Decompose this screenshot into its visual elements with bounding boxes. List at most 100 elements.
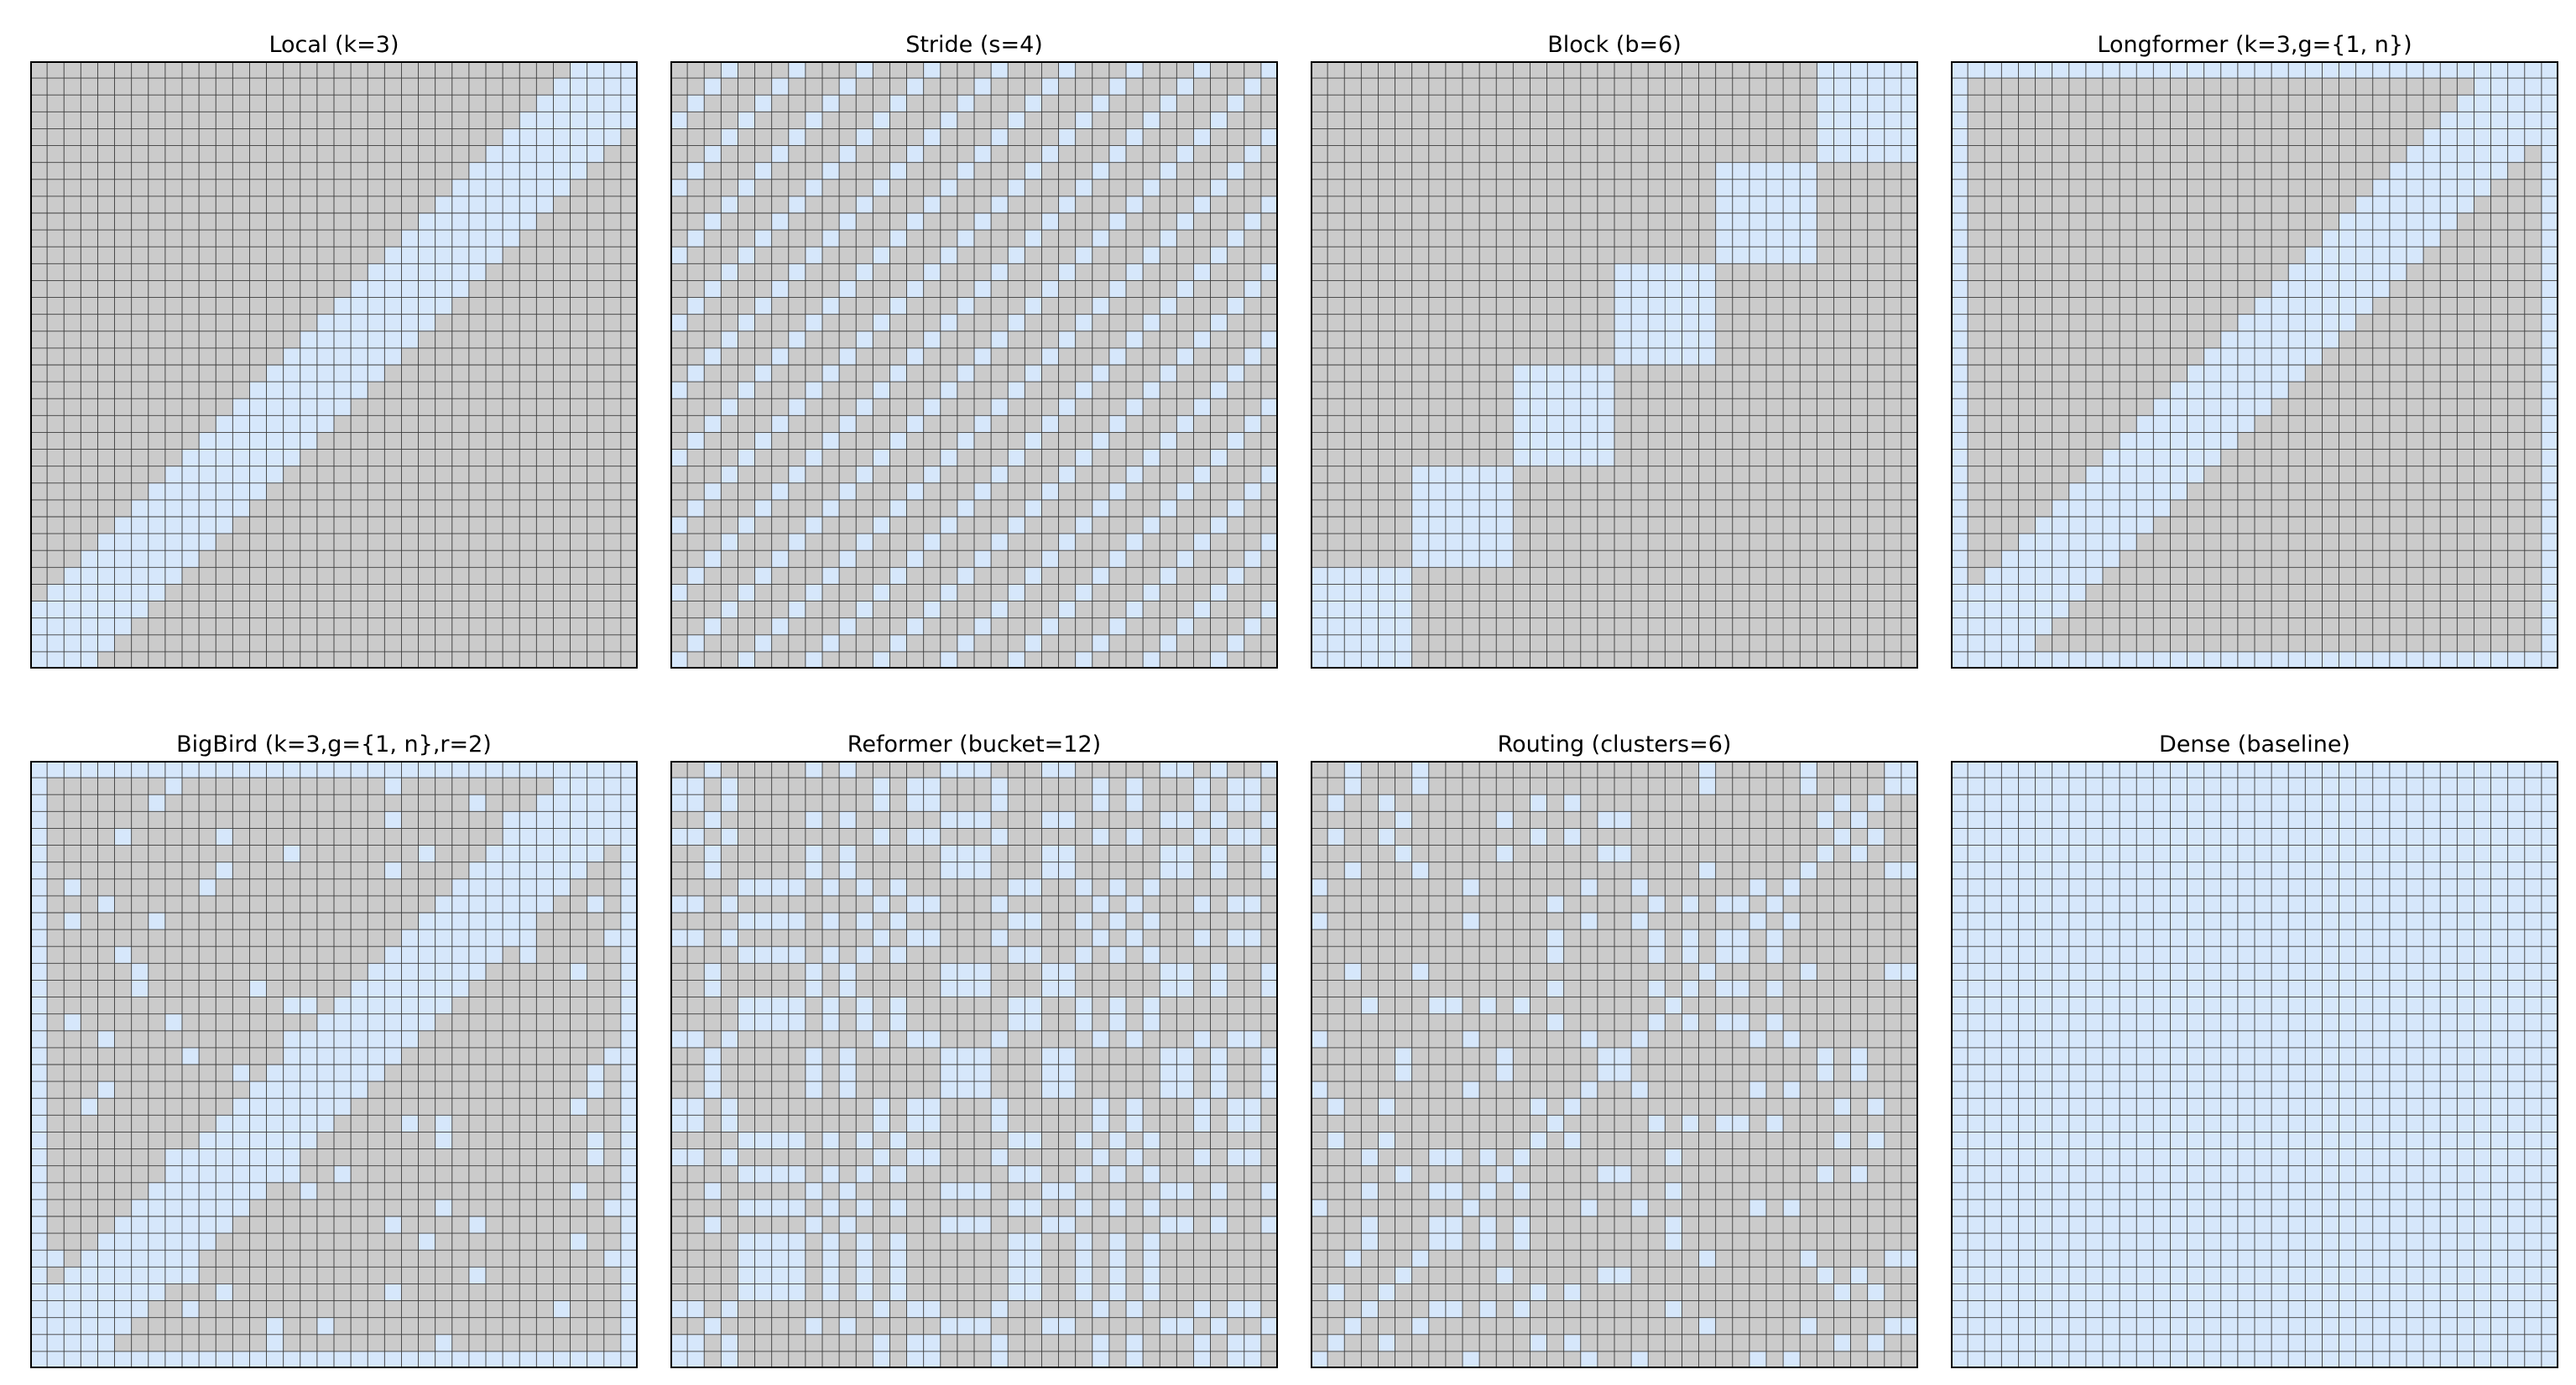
attend-cell xyxy=(1698,347,1716,366)
masked-cell xyxy=(1327,499,1345,518)
masked-cell xyxy=(2524,213,2542,231)
masked-cell xyxy=(216,195,233,214)
masked-cell xyxy=(199,398,216,416)
masked-cell xyxy=(249,145,267,163)
masked-cell xyxy=(1698,415,1716,433)
masked-cell xyxy=(2271,179,2289,197)
attend-cell xyxy=(1108,213,1127,231)
attend-cell xyxy=(1126,263,1144,281)
attend-cell xyxy=(1193,61,1211,79)
masked-cell xyxy=(1108,195,1127,214)
masked-cell xyxy=(1867,331,1885,349)
masked-cell xyxy=(1311,213,1328,231)
masked-cell xyxy=(856,499,873,518)
masked-cell xyxy=(2440,297,2458,315)
masked-cell xyxy=(620,534,638,551)
masked-cell xyxy=(148,297,166,315)
masked-cell xyxy=(957,601,975,618)
masked-cell xyxy=(1344,499,1362,518)
masked-cell xyxy=(822,651,840,669)
masked-cell xyxy=(81,128,98,146)
masked-cell xyxy=(368,449,385,466)
masked-cell xyxy=(1766,61,1784,79)
masked-cell xyxy=(1041,230,1059,247)
masked-cell xyxy=(1732,617,1750,635)
masked-cell xyxy=(1530,314,1547,331)
masked-cell xyxy=(856,95,873,112)
masked-cell xyxy=(114,466,132,483)
attend-cell xyxy=(1445,482,1463,501)
masked-cell xyxy=(2372,365,2391,383)
attend-cell xyxy=(1884,128,1902,146)
masked-cell xyxy=(687,280,705,298)
attend-cell xyxy=(1749,179,1767,197)
masked-cell xyxy=(1025,195,1042,214)
masked-cell xyxy=(1665,601,1682,618)
masked-cell xyxy=(2524,398,2542,416)
masked-cell xyxy=(97,449,115,466)
attend-cell xyxy=(587,95,604,112)
masked-cell xyxy=(2288,112,2306,129)
attend-cell xyxy=(334,297,352,315)
masked-cell xyxy=(418,195,435,214)
masked-cell xyxy=(822,534,840,551)
masked-cell xyxy=(923,365,941,383)
masked-cell xyxy=(1058,297,1076,315)
masked-cell xyxy=(1108,466,1127,483)
masked-cell xyxy=(856,584,873,601)
attend-cell xyxy=(721,534,738,551)
masked-cell xyxy=(1732,314,1750,331)
masked-cell xyxy=(418,145,435,163)
masked-cell xyxy=(2136,382,2154,399)
attend-cell xyxy=(991,61,1009,79)
masked-cell xyxy=(1378,247,1395,264)
masked-cell xyxy=(788,634,806,653)
masked-cell xyxy=(1428,347,1447,366)
attend-cell xyxy=(2305,314,2323,331)
masked-cell xyxy=(1260,347,1278,366)
masked-cell xyxy=(839,247,857,264)
masked-cell xyxy=(1783,280,1801,298)
masked-cell xyxy=(536,617,554,635)
attend-cell xyxy=(1176,347,1194,366)
masked-cell xyxy=(1631,195,1649,214)
masked-cell xyxy=(788,297,806,315)
attend-cell xyxy=(2541,95,2558,112)
masked-cell xyxy=(1766,517,1784,534)
masked-cell xyxy=(486,534,503,551)
attend-cell xyxy=(603,128,622,146)
masked-cell xyxy=(30,78,48,96)
masked-cell xyxy=(889,449,907,466)
attend-cell xyxy=(1260,128,1278,146)
masked-cell xyxy=(300,213,318,231)
attend-cell xyxy=(1833,78,1851,96)
masked-cell xyxy=(2068,382,2087,399)
masked-cell xyxy=(503,112,520,129)
masked-cell xyxy=(2035,179,2052,197)
masked-cell xyxy=(2322,195,2339,214)
masked-cell xyxy=(553,297,571,315)
masked-cell xyxy=(1648,601,1666,618)
attend-cell xyxy=(889,567,907,585)
attend-cell xyxy=(889,634,907,653)
masked-cell xyxy=(2136,263,2154,281)
masked-cell xyxy=(1445,78,1463,96)
masked-cell xyxy=(418,601,435,618)
masked-cell xyxy=(418,499,435,518)
attend-cell xyxy=(199,517,216,534)
masked-cell xyxy=(266,517,284,534)
masked-cell xyxy=(536,449,554,466)
masked-cell xyxy=(1698,517,1716,534)
attend-cell xyxy=(1411,466,1429,483)
attend-cell xyxy=(1850,95,1868,112)
attend-cell xyxy=(1563,449,1581,466)
masked-cell xyxy=(2355,432,2373,450)
masked-cell xyxy=(1715,331,1733,349)
masked-cell xyxy=(164,415,183,433)
masked-cell xyxy=(620,466,638,483)
masked-cell xyxy=(738,280,755,298)
masked-cell xyxy=(553,347,571,366)
masked-cell xyxy=(64,179,81,197)
masked-cell xyxy=(164,617,183,635)
attend-cell xyxy=(856,195,873,214)
